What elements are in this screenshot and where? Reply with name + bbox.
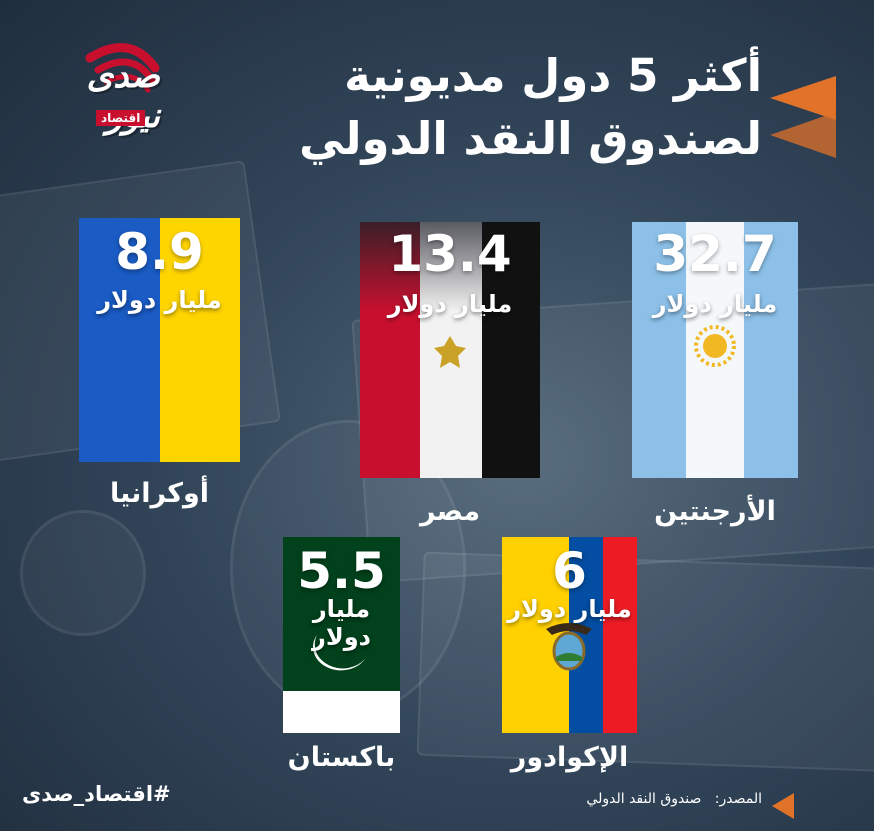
unit-egypt: مليار دولار xyxy=(387,290,513,318)
country-card-egypt: 13.4 مليار دولار xyxy=(360,222,540,478)
value-ukraine: 8.9 xyxy=(115,223,204,281)
sun-of-may-icon xyxy=(694,325,736,367)
source-label: المصدر: xyxy=(714,791,762,807)
value-pakistan: 5.5 xyxy=(297,542,386,600)
egypt-flag-icon xyxy=(360,222,540,478)
country-card-ecuador: 6 مليار دولار xyxy=(502,537,637,733)
country-name-argentina: الأرجنتين xyxy=(654,496,776,527)
country-name-ukraine: أوكرانيا xyxy=(109,478,210,509)
source-arrow-icon xyxy=(772,793,794,819)
seal-background xyxy=(20,510,146,636)
logo-swoosh-icon xyxy=(85,43,160,93)
banknote-background xyxy=(416,551,874,773)
unit-ukraine: مليار دولار xyxy=(97,286,222,314)
country-name-pakistan: باكستان xyxy=(287,742,396,773)
country-card-pakistan: 5.5 مليار دولار xyxy=(283,537,400,733)
unit-argentina: مليار دولار xyxy=(652,290,778,318)
ecuador-flag-icon xyxy=(502,537,637,733)
source-note: المصدر: صندوق النقد الدولي xyxy=(586,791,762,807)
country-name-ecuador: الإكوادور xyxy=(510,742,629,773)
page-title: أكثر 5 دول مديونية لصندوق النقد الدولي xyxy=(162,44,762,170)
country-card-argentina: 32.7 مليار دولار xyxy=(632,222,798,478)
hashtag: #اقتصاد_صدى xyxy=(22,782,171,806)
ukraine-flag-icon xyxy=(79,218,240,462)
title-line-1: أكثر 5 دول مديونية xyxy=(344,49,762,102)
country-name-egypt: مصر xyxy=(419,496,481,527)
unit-pakistan: مليار دولار xyxy=(312,595,371,651)
value-egypt: 13.4 xyxy=(388,225,512,283)
title-line-2: لصندوق النقد الدولي xyxy=(299,112,762,165)
logo-badge: اقتصاد xyxy=(96,110,146,126)
ecuador-coat-of-arms-icon xyxy=(546,623,592,671)
value-ecuador: 6 xyxy=(552,542,587,600)
country-card-ukraine: 8.9 مليار دولار xyxy=(79,218,240,462)
brand-logo: صدى نيوز اقتصاد xyxy=(20,28,160,136)
unit-ecuador: مليار دولار xyxy=(507,595,632,623)
argentina-flag-icon xyxy=(632,222,798,478)
value-argentina: 32.7 xyxy=(653,225,777,283)
eagle-of-saladin-icon xyxy=(434,336,466,368)
pakistan-flag-icon xyxy=(283,537,400,733)
source-value: صندوق النقد الدولي xyxy=(586,791,702,807)
title-arrow-icon xyxy=(770,76,836,158)
